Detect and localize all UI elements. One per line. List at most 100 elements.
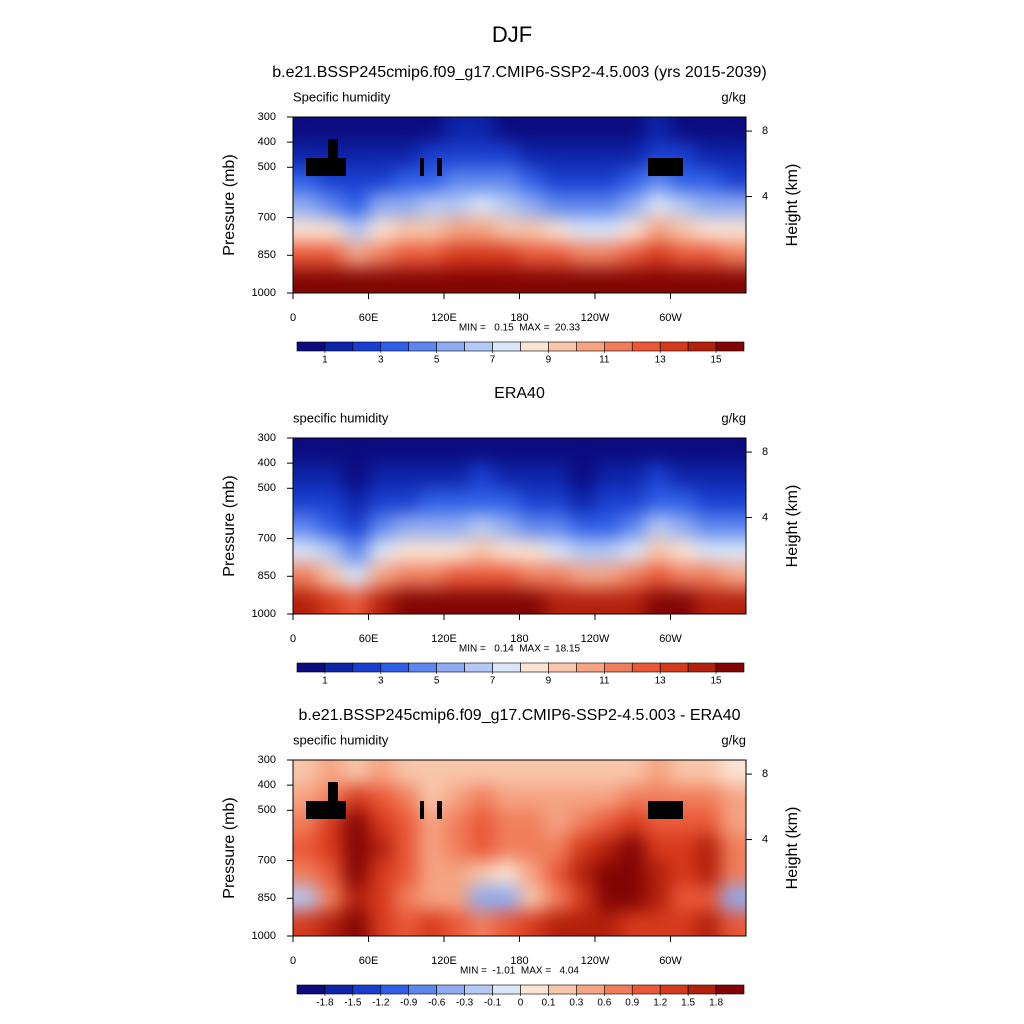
colorbar-swatch	[436, 662, 465, 673]
colorbar-swatch	[492, 984, 521, 995]
colorbar-label: -0.1	[484, 998, 502, 1009]
y-axis-title: Pressure (mb)	[221, 154, 238, 255]
field-cell	[720, 563, 746, 590]
field-cell	[670, 910, 697, 936]
field-cell	[595, 885, 621, 912]
field-cell	[494, 513, 520, 540]
x-tick-label: 60W	[659, 312, 682, 324]
field-cell	[393, 910, 420, 936]
field-cell	[645, 860, 671, 887]
field-cell	[444, 785, 470, 811]
field-cell	[695, 785, 722, 811]
field-cell	[318, 267, 344, 293]
field-cell	[544, 513, 571, 540]
field-cell	[519, 513, 546, 540]
field-cell	[620, 192, 646, 219]
field-cell	[519, 267, 546, 293]
field-cell	[418, 438, 445, 464]
field-cell	[444, 835, 470, 862]
x-tick-label: 120W	[581, 633, 610, 645]
field-cell	[595, 438, 621, 464]
field-cell	[494, 438, 520, 464]
plot-area	[293, 438, 746, 614]
field-cell	[720, 142, 746, 168]
field-cell	[418, 217, 445, 244]
field-cell	[318, 910, 344, 936]
field-cell	[469, 910, 495, 936]
field-cell	[620, 142, 646, 168]
field-cell	[343, 835, 369, 862]
land-block	[648, 801, 683, 819]
field-cell	[293, 588, 319, 614]
field-cell	[620, 760, 646, 786]
x-tick-label: 60E	[359, 955, 379, 967]
field-cell	[569, 563, 596, 590]
field-cell	[418, 563, 445, 590]
field-cell	[569, 760, 596, 786]
field-cell	[695, 192, 722, 219]
field-cell	[595, 563, 621, 590]
x-tick-label: 120E	[431, 955, 457, 967]
y-tick-label: 400	[258, 457, 276, 469]
colorbar-swatch	[492, 341, 521, 352]
field-cell	[544, 167, 571, 193]
field-cell	[444, 192, 470, 219]
field-cell	[595, 142, 621, 168]
field-cell	[595, 463, 621, 489]
field-cell	[444, 760, 470, 786]
field-cell	[519, 242, 546, 269]
field-cell	[720, 588, 746, 614]
field-cell	[418, 885, 445, 912]
field-cell	[544, 538, 571, 565]
field-cell	[444, 242, 470, 269]
field-cell	[569, 192, 596, 219]
field-cell	[368, 242, 395, 269]
field-cell	[620, 242, 646, 269]
x-tick-label: 180	[510, 633, 528, 645]
x-tick-label: 60W	[659, 633, 682, 645]
field-cell	[720, 760, 746, 786]
field-cell	[519, 117, 546, 143]
colorbar-label: -1.8	[316, 998, 334, 1009]
colorbar-label: 0.9	[625, 998, 639, 1009]
colorbar-label: 5	[434, 355, 440, 366]
field-cell	[695, 910, 722, 936]
y-tick-label: 1000	[252, 287, 276, 299]
field-cell	[670, 860, 697, 887]
field-cell	[444, 885, 470, 912]
field-cell	[670, 217, 697, 244]
field-cell	[393, 117, 420, 143]
field-cell	[343, 463, 369, 489]
colorbar-label: 13	[655, 676, 667, 687]
field-cell	[569, 117, 596, 143]
field-cell	[544, 910, 571, 936]
field-cell	[494, 488, 520, 514]
variable-label: specific humidity	[293, 410, 389, 425]
field-cell	[444, 267, 470, 293]
field-cell	[695, 513, 722, 540]
field-cell	[595, 835, 621, 862]
field-cell	[418, 117, 445, 143]
land-block	[328, 782, 338, 801]
field-cell	[670, 885, 697, 912]
colorbar-swatch	[464, 984, 493, 995]
field-cell	[645, 488, 671, 514]
min-max-stats: MIN = 0.14 MAX = 18.15	[459, 644, 581, 655]
field-cell	[293, 538, 319, 565]
field-cell	[519, 785, 546, 811]
y2-tick-label: 4	[762, 190, 768, 202]
field-cell	[393, 142, 420, 168]
min-max-stats: MIN = 0.15 MAX = 20.33	[459, 323, 581, 334]
colorbar-swatch	[659, 662, 689, 673]
field-cell	[670, 513, 697, 540]
field-cell	[695, 835, 722, 862]
field-cell	[695, 760, 722, 786]
field-cell	[494, 167, 520, 193]
field-cell	[418, 463, 445, 489]
field-cell	[293, 885, 319, 912]
field-cell	[469, 860, 495, 887]
field-cell	[343, 513, 369, 540]
field-cell	[318, 217, 344, 244]
field-cell	[469, 785, 495, 811]
field-cell	[293, 192, 319, 219]
